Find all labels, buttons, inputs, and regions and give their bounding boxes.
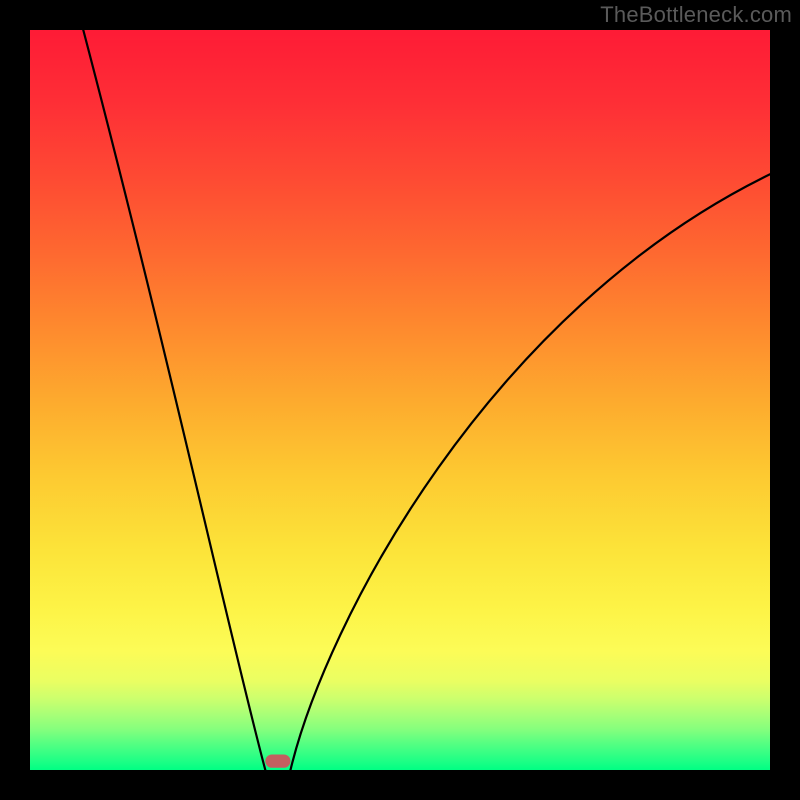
right-branch [290,174,770,770]
border-left [0,0,30,800]
vertex-marker [265,754,290,767]
watermark-text: TheBottleneck.com [600,2,792,28]
chart-container: TheBottleneck.com [0,0,800,800]
plot-area [30,30,770,770]
border-bottom [0,770,800,800]
curve-layer [30,30,770,770]
left-branch [83,30,265,770]
border-right [770,0,800,800]
